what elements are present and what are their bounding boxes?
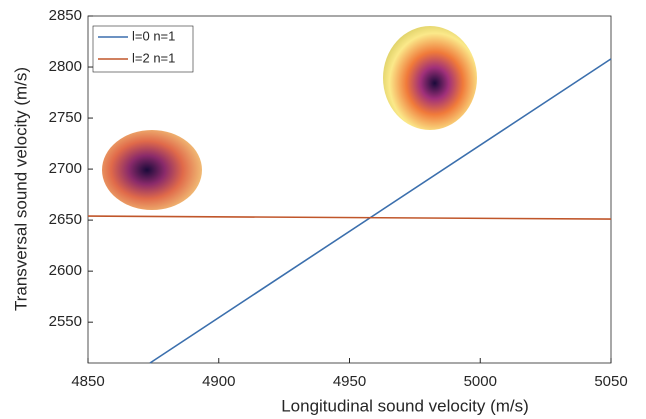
x-tick-label: 4900 <box>202 373 235 390</box>
x-tick-label: 4850 <box>71 373 104 390</box>
x-tick-label: 5050 <box>594 373 627 390</box>
x-tick-label: 5000 <box>464 373 497 390</box>
y-axis-label: Transversal sound velocity (m/s) <box>11 67 30 311</box>
y-tick-label: 2750 <box>49 109 82 126</box>
legend: l=0 n=1 l=2 n=1 <box>92 25 194 73</box>
legend-label: l=0 n=1 <box>132 28 175 43</box>
mode-illustration <box>383 26 477 130</box>
x-axis-label: Longitudinal sound velocity (m/s) <box>281 396 529 415</box>
y-tick-label: 2850 <box>49 7 82 24</box>
legend-label: l=2 n=1 <box>132 50 175 65</box>
y-tick-label: 2700 <box>49 160 82 177</box>
y-tick-label: 2550 <box>49 313 82 330</box>
y-tick-label: 2650 <box>49 211 82 228</box>
x-tick-label: 4950 <box>333 373 366 390</box>
series-line <box>87 215 612 220</box>
series-line <box>149 58 612 364</box>
y-tick-label: 2800 <box>49 58 82 75</box>
mode-illustration <box>102 130 202 210</box>
legend-box <box>92 25 194 73</box>
y-tick-label: 2600 <box>49 262 82 279</box>
